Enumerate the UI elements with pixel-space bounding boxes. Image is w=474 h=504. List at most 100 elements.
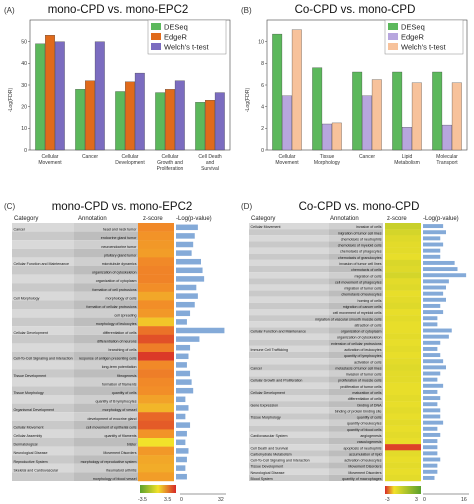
- category-cell: [249, 419, 329, 426]
- panel-c-title: mono-CPD vs. mono-EPC2: [52, 201, 193, 213]
- annotation-label: invasion of cells: [356, 225, 382, 229]
- y-tick-label: 10: [21, 126, 27, 132]
- table-row: Neurological Disease Movement Disorders: [12, 446, 189, 456]
- category-cell: [12, 300, 74, 309]
- table-row: organization of cytoplasm: [12, 274, 205, 284]
- zscore-cell: [385, 235, 421, 242]
- table-row: long-term potentiation: [12, 360, 187, 370]
- annotation-label: migration of tumor cells: [344, 287, 381, 291]
- zscore-cell: [138, 274, 174, 284]
- x-category-label: Survival: [201, 166, 219, 172]
- zscore-cell: [138, 360, 174, 370]
- table-row: chemotaxis of cells: [249, 266, 458, 273]
- bar-deseq-tissue-morphology: [312, 67, 323, 151]
- table-row: neuroendocrine tumor: [12, 240, 194, 249]
- annotation-label: quantity of cells: [112, 391, 137, 395]
- zscore-cell: [385, 253, 421, 261]
- logp-bar: [423, 353, 441, 358]
- zscore-cell: [385, 407, 421, 414]
- logp-bar: [423, 248, 441, 253]
- category-cell: [12, 438, 74, 447]
- zscore-cell: [138, 343, 174, 353]
- zscore-cell: [385, 444, 421, 451]
- y-tick-label: 6: [261, 83, 264, 89]
- table-row: branching of cells: [12, 343, 191, 353]
- x-category-label: Tissue: [320, 154, 335, 160]
- logp-bar: [423, 285, 446, 290]
- legend-swatch-edger: [388, 33, 398, 40]
- category-cell: [12, 274, 74, 284]
- zscore-cell: [385, 339, 421, 347]
- zscore-cell: [138, 317, 174, 327]
- logp-bar: [176, 413, 186, 420]
- annotation-label: morphology of cells: [106, 296, 137, 300]
- logp-bar: [176, 224, 198, 231]
- table-row: differentiation of cells: [249, 395, 441, 402]
- zscore-cell: [385, 401, 421, 408]
- annotation-cell: [74, 412, 138, 421]
- table-row: Tissue Morphology quantity of cells: [249, 413, 441, 420]
- logp-bar: [176, 448, 189, 454]
- table-row: chemotaxis of granulocytes: [249, 253, 441, 261]
- annotation-cell: [329, 419, 383, 426]
- annotation-cell: [74, 248, 138, 258]
- panel-d-title: Co-CPD vs. mono-CPD: [299, 201, 420, 213]
- y-tick-label: 10: [258, 39, 264, 45]
- table-row: migration of vascular smooth muscle cell…: [249, 315, 438, 322]
- zscore-cell: [138, 283, 174, 292]
- zscore-cell: [385, 388, 421, 396]
- zscore-cell: [138, 395, 174, 404]
- annotation-label: quantity of blood cells: [347, 428, 382, 432]
- category-label: Cellular Assembly: [14, 434, 43, 438]
- table-row: pituitary gland tumor: [12, 248, 192, 258]
- category-label: Tissue Morphology: [14, 391, 44, 395]
- logp-bar: [176, 319, 187, 325]
- category-cell: [12, 412, 74, 421]
- panel-b-title: Co-CPD vs. mono-CPD: [295, 4, 416, 16]
- logp-bar: [176, 301, 195, 308]
- category-cell: [249, 327, 329, 334]
- category-label: Cancer: [14, 228, 26, 232]
- annotation-label: quantity of leukocytes: [347, 422, 382, 426]
- category-label: Tissue Morphology: [251, 416, 281, 420]
- category-cell: [249, 444, 329, 451]
- x-category-label: Movement: [38, 160, 62, 166]
- zscore-cell: [138, 240, 174, 249]
- bar-deseq-cancer: [75, 89, 86, 151]
- annotation-label: pituitary gland tumor: [104, 253, 137, 257]
- logp-bar: [176, 250, 192, 256]
- logp-bar: [423, 365, 446, 370]
- x-category-label: Metabolism: [394, 160, 420, 166]
- annotation-cell: [329, 259, 383, 266]
- table-row: Cellular Function and Maintenance microtu…: [12, 257, 201, 267]
- logp-bar: [423, 402, 438, 407]
- annotation-cell: [329, 438, 383, 445]
- logp-bar: [423, 328, 452, 333]
- category-cell: [249, 370, 329, 377]
- annotation-label: binding of DNA: [357, 403, 382, 407]
- category-cell: [249, 339, 329, 346]
- annotation-label: attraction of cells: [355, 323, 382, 327]
- table-row: quantity of blood cells: [249, 425, 438, 433]
- annotation-label: migration of vascular smooth muscle cell…: [315, 317, 382, 321]
- table-row: chemotaxis of phagocytes: [249, 247, 441, 254]
- panel-c-colorbar: -3.5 3.5 0 32: [138, 485, 226, 503]
- logp-bar: [423, 224, 444, 229]
- category-cell: [249, 333, 329, 340]
- panel-a-title: mono-CPD vs. mono-EPC2: [48, 4, 189, 16]
- category-cell: [249, 382, 329, 389]
- category-cell: [12, 420, 74, 430]
- panel-d-col-logp: -Log(p-value): [423, 216, 459, 222]
- y-tick-label: 50: [21, 39, 27, 45]
- annotation-cell: [74, 395, 138, 404]
- annotation-cell: [329, 296, 383, 303]
- bar-edger-cellular-movement: [282, 95, 292, 151]
- category-cell: [249, 229, 329, 236]
- annotation-label: formation of cellular protrusions: [86, 305, 136, 309]
- bar-deseq-lipid-metabolism: [392, 71, 403, 151]
- annotation-cell: [329, 229, 383, 236]
- category-cell: [249, 462, 329, 469]
- table-row: Gene Expression binding of DNA: [249, 401, 438, 408]
- logp-bar: [423, 383, 444, 388]
